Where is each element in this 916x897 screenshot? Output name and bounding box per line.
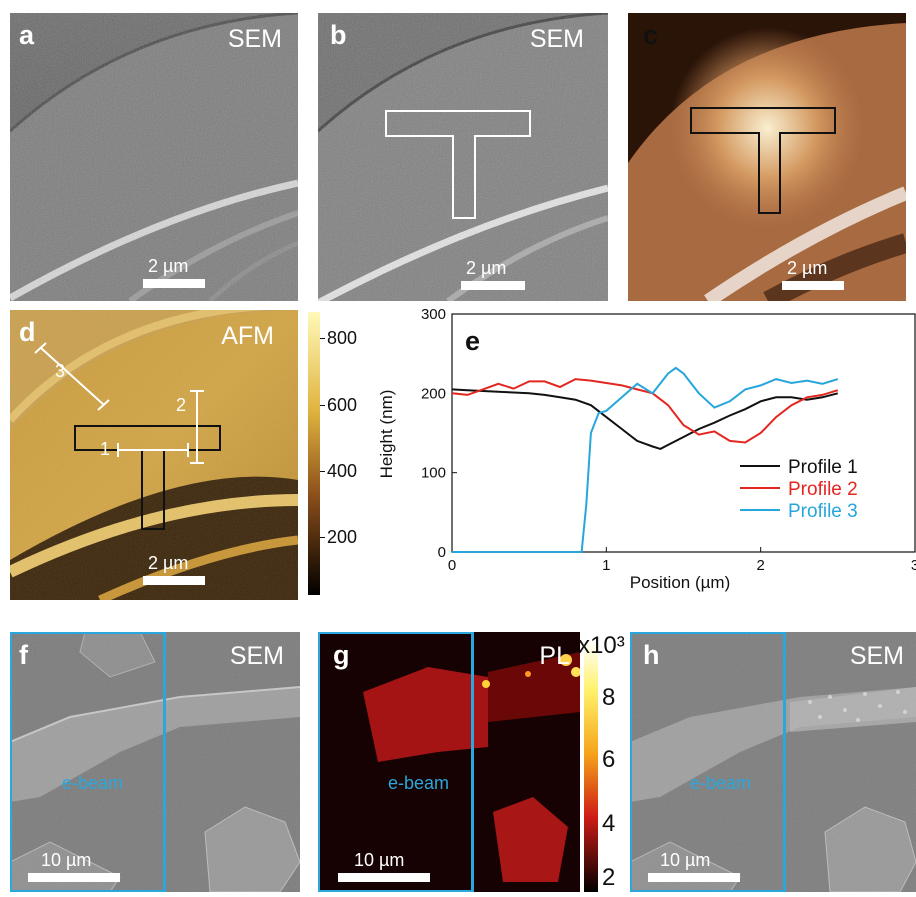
panel-label: f	[19, 640, 28, 670]
ebeam-region-label: e-beam	[388, 773, 450, 793]
legend-label-2: Profile 2	[788, 479, 858, 500]
sem-image-f	[10, 632, 300, 892]
panel-h: h SEM e-beam 10 µm	[630, 632, 916, 892]
series-line-1	[451, 388, 839, 450]
profile-marker-2	[190, 390, 204, 464]
panel-label: c	[643, 20, 659, 50]
imaging-mode-label: SEM	[227, 25, 282, 53]
imaging-mode-label: SEM	[229, 642, 284, 670]
colorbar-tick-label: 4	[602, 810, 616, 837]
panel-label: a	[19, 20, 35, 50]
panel-d: d AFM 1 2 3 2 µm	[10, 310, 298, 600]
scale-bar-text: 10 µm	[41, 850, 92, 870]
afm-colorbar	[308, 312, 320, 595]
scale-bar	[28, 873, 120, 882]
scale-bar	[143, 279, 205, 288]
scale-bar	[338, 873, 430, 882]
plot-frame	[451, 313, 916, 553]
scale-bar-text: 2 µm	[787, 258, 828, 278]
sem-image-a	[10, 13, 298, 301]
afm-image-d	[10, 310, 298, 600]
panel-label: b	[330, 20, 347, 50]
x-tick-label: 1	[602, 557, 610, 574]
scale-bar	[143, 576, 205, 585]
optical-image-c	[628, 13, 906, 301]
panel-g: g PL e-beam 10 µm	[318, 632, 580, 892]
pl-image-g	[318, 632, 580, 892]
scale-bar	[648, 873, 740, 882]
y-tick-label: 100	[421, 465, 446, 482]
colorbar-tick-label: 8	[602, 684, 616, 711]
series-line-2	[451, 378, 839, 444]
panel-f: f SEM e-beam 10 µm	[10, 632, 300, 892]
sem-image-b	[318, 13, 608, 301]
imaging-mode-label: AFM	[221, 322, 274, 350]
t-outline	[74, 425, 221, 530]
panel-label: g	[333, 640, 350, 670]
x-tick-label: 0	[448, 557, 456, 574]
colorbar-tick-label: 2	[602, 864, 616, 891]
y-axis-label: Height (nm)	[377, 390, 396, 479]
colorbar-tick-label: 200	[327, 527, 358, 547]
y-tick-label: 200	[421, 385, 446, 402]
pl-colorbar	[584, 640, 598, 892]
scale-bar	[461, 281, 525, 290]
x-tick-label: 2	[756, 557, 764, 574]
ebeam-region-label: e-beam	[62, 773, 124, 793]
colorbar-tick-label: 400	[327, 461, 358, 481]
ebeam-region-label: e-beam	[690, 773, 752, 793]
x-axis-label: Position (µm)	[630, 573, 730, 592]
marker-number-1: 1	[100, 439, 111, 459]
panel-e: 0 100 200 300 0 1 2 3 Position (µm) Height (nm…	[370, 306, 916, 606]
scale-bar-text: 10 µm	[354, 850, 405, 870]
marker-number-3: 3	[55, 361, 66, 381]
scale-bar-text: 10 µm	[660, 850, 711, 870]
profile-marker-3	[34, 342, 110, 411]
scale-bar-text: 2 µm	[148, 553, 189, 573]
panel-c: c 2 µm	[628, 13, 906, 301]
y-tick-label: 300	[421, 306, 446, 323]
imaging-mode-label: SEM	[849, 642, 904, 670]
panel-a: a SEM 2 µm	[10, 13, 298, 301]
colorbar-tick-label: 6	[602, 746, 616, 773]
y-tick-label: 0	[438, 544, 446, 561]
panel-label: h	[643, 640, 660, 670]
t-outline	[385, 110, 531, 219]
colorbar-tick-label: 800	[327, 328, 358, 348]
sem-image-h	[630, 632, 916, 892]
profile-marker-1	[117, 443, 189, 457]
panel-b: b SEM 2 µm	[318, 13, 608, 301]
height-profile-chart: 0 100 200 300 0 1 2 3 Position (µm) Height (nm…	[377, 306, 916, 592]
legend-label-3: Profile 3	[788, 501, 858, 522]
panel-label: d	[19, 317, 36, 347]
scale-bar-text: 2 µm	[466, 258, 507, 278]
t-outline	[690, 107, 836, 214]
legend-label-1: Profile 1	[788, 457, 858, 478]
scale-bar-text: 2 µm	[148, 256, 189, 276]
x-tick-label: 3	[911, 557, 916, 574]
imaging-mode-label: SEM	[529, 25, 584, 53]
colorbar-tick-label: 600	[327, 395, 358, 415]
imaging-mode-label: PL	[539, 642, 570, 670]
marker-number-2: 2	[176, 395, 187, 415]
colorbar-exponent: x10³	[578, 632, 625, 659]
panel-label: e	[465, 326, 481, 356]
series-line-3	[452, 366, 839, 553]
scale-bar	[782, 281, 844, 290]
